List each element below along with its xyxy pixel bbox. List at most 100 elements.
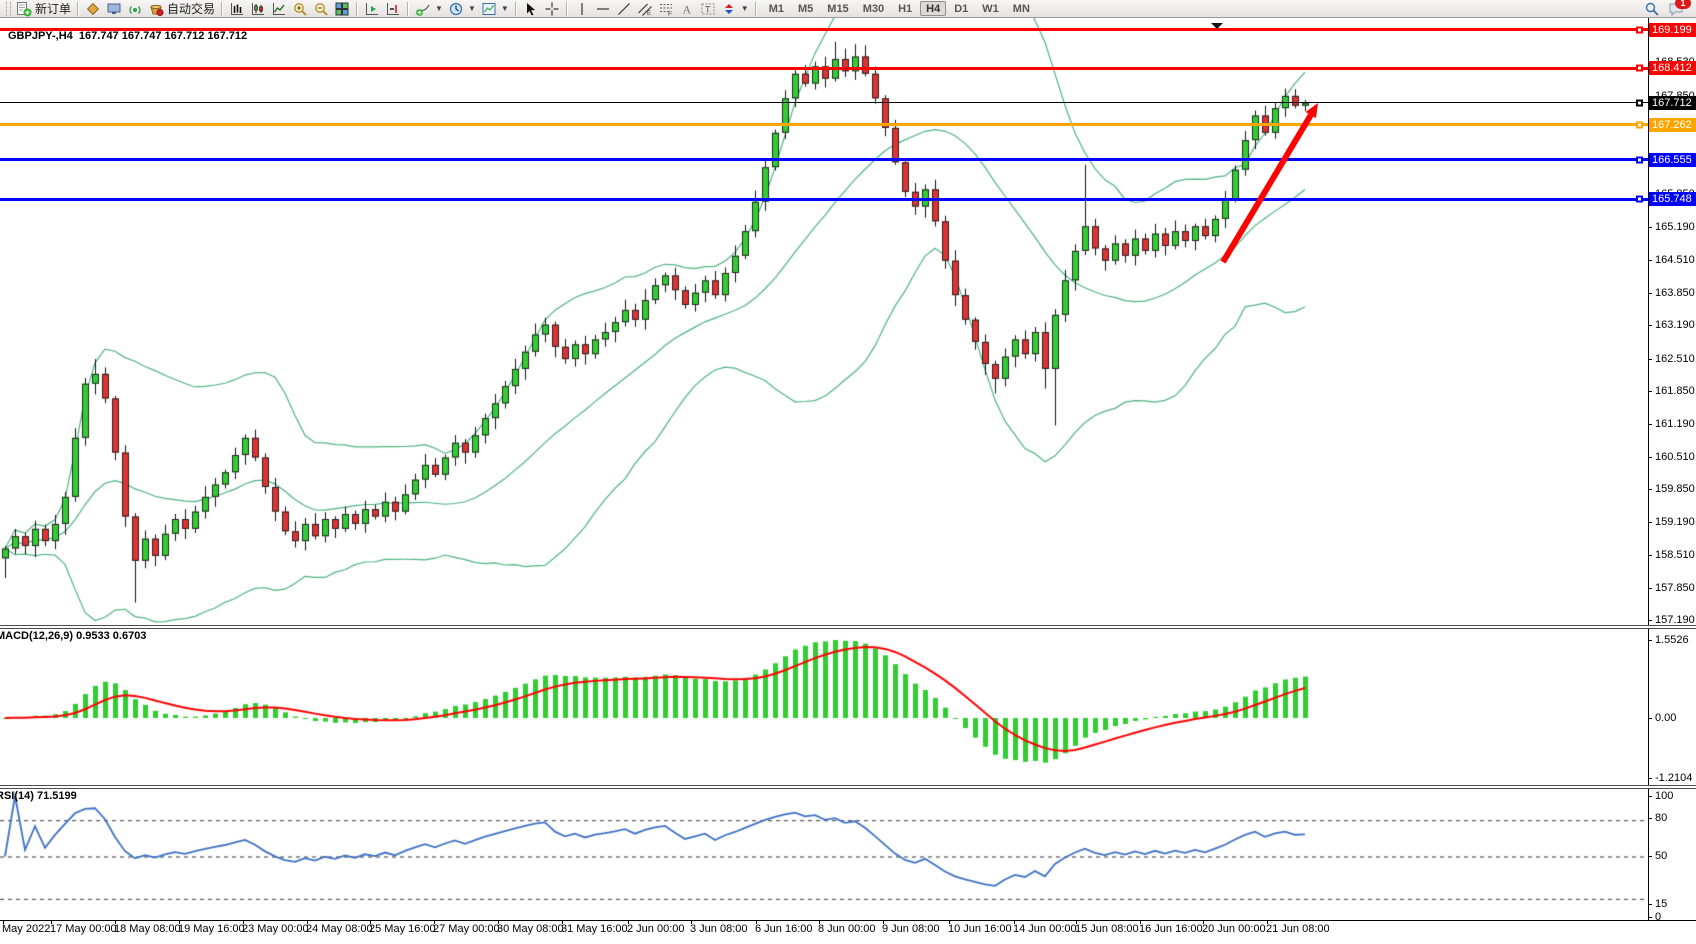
time-tick xyxy=(498,920,499,924)
horizontal-line-button[interactable] xyxy=(593,0,613,17)
auto-scroll-icon xyxy=(366,2,379,15)
panel-separator-macd[interactable] xyxy=(0,625,1696,629)
time-tick-label: 8 Jun 00:00 xyxy=(818,923,876,935)
tile-windows-button[interactable] xyxy=(332,0,352,17)
rsi-panel-canvas[interactable] xyxy=(0,789,1648,920)
toolbar-separator xyxy=(221,1,224,16)
auto-trading-button[interactable]: 自动交易 xyxy=(146,0,217,17)
timeframe-M30[interactable]: M30 xyxy=(857,1,890,16)
time-tick-label: 9 Jun 08:00 xyxy=(882,923,940,935)
hline-anchor[interactable] xyxy=(1636,121,1643,129)
time-tick xyxy=(434,920,435,924)
hline-anchor[interactable] xyxy=(1636,195,1643,203)
macd-label: MACD(12,26,9) 0.9533 0.6703 xyxy=(0,630,147,642)
price-tick-label-tick xyxy=(1648,358,1652,360)
toolbar-separator xyxy=(565,1,568,16)
hline-anchor[interactable] xyxy=(1636,156,1643,164)
zoom-in-button[interactable] xyxy=(290,0,310,17)
timeframe-H4[interactable]: H4 xyxy=(920,1,947,16)
main-chart-canvas[interactable] xyxy=(0,18,1648,626)
price-level-label-167.262: 167.262 xyxy=(1649,117,1696,132)
price-tick-label: 157.850 xyxy=(1655,581,1695,594)
price-tick-label: 159.850 xyxy=(1655,483,1695,496)
hline-anchor[interactable] xyxy=(1636,26,1643,33)
periods-button[interactable]: ▼ xyxy=(446,0,478,17)
time-axis-line[interactable] xyxy=(0,920,1696,921)
hline-165.748[interactable] xyxy=(0,195,1648,203)
time-tick xyxy=(307,920,308,924)
chart-shift-button[interactable] xyxy=(383,0,403,17)
hline-anchor[interactable] xyxy=(1636,99,1643,107)
macd-tick-label: 1.5526 xyxy=(1655,634,1689,646)
terminal-button[interactable] xyxy=(104,0,124,17)
time-tick-label: 6 Jun 16:00 xyxy=(755,923,813,935)
text-label-button[interactable]: T xyxy=(698,0,718,17)
timeframe-M15[interactable]: M15 xyxy=(821,1,854,16)
text-button[interactable]: A xyxy=(677,0,697,17)
new-order-button[interactable]: 新订单 xyxy=(14,0,73,17)
toolbar-grip xyxy=(6,1,11,16)
hline-167.262[interactable] xyxy=(0,121,1648,129)
candlestick-chart-button[interactable] xyxy=(248,0,268,17)
timeframe-H1[interactable]: H1 xyxy=(892,1,918,16)
timeframe-M5[interactable]: M5 xyxy=(792,1,819,16)
notifications-button[interactable]: 1 xyxy=(1668,0,1691,17)
panel-separator-rsi[interactable] xyxy=(0,785,1696,789)
time-tick-label: 15 Jun 08:00 xyxy=(1075,923,1139,935)
hline-168.412[interactable] xyxy=(0,64,1648,72)
market-watch-button[interactable] xyxy=(83,0,103,17)
rsi-tick-label-tick xyxy=(1648,904,1652,905)
cursor-button[interactable] xyxy=(521,0,541,17)
price-tick-label-tick xyxy=(1648,260,1652,262)
indicators-button[interactable]: ▼ xyxy=(413,0,445,17)
rsi-tick-label: 15 xyxy=(1655,898,1668,910)
new-order-label: 新订单 xyxy=(35,2,72,16)
zoom-out-icon xyxy=(315,2,328,16)
toolbar-separator xyxy=(754,1,757,16)
templates-button[interactable]: ▼ xyxy=(479,0,511,17)
hline-167.712[interactable] xyxy=(0,99,1648,107)
cursor-icon xyxy=(526,2,535,15)
crosshair-button[interactable] xyxy=(542,0,562,17)
time-tick xyxy=(949,920,950,924)
svg-text:F: F xyxy=(668,10,672,17)
time-tick xyxy=(1267,920,1268,924)
timeframe-W1[interactable]: W1 xyxy=(976,1,1005,16)
timeframe-D1[interactable]: D1 xyxy=(948,1,974,16)
price-tick-label: 157.190 xyxy=(1655,614,1695,627)
time-tick xyxy=(883,920,884,924)
equidistant-channel-icon: E xyxy=(637,3,652,17)
zoom-out-button[interactable] xyxy=(311,0,331,17)
timeframe-MN[interactable]: MN xyxy=(1007,1,1036,16)
signals-button[interactable] xyxy=(125,0,145,17)
price-tick-label-tick xyxy=(1648,521,1652,523)
vertical-line-button[interactable] xyxy=(572,0,592,17)
time-tick-label: 10 Jun 16:00 xyxy=(948,923,1012,935)
toolbar-right: 1 xyxy=(1644,0,1692,17)
fibonacci-button[interactable]: F xyxy=(656,0,676,17)
time-tick-label: 14 Jun 00:00 xyxy=(1013,923,1077,935)
signal-waves-icon xyxy=(129,5,141,14)
trendline-button[interactable] xyxy=(614,0,634,17)
timeframe-M1[interactable]: M1 xyxy=(763,1,790,16)
arrows-button[interactable]: ▼ xyxy=(719,0,751,17)
price-tick-label-tick xyxy=(1648,587,1652,589)
price-tick-label: 158.510 xyxy=(1655,549,1695,562)
search-icon[interactable] xyxy=(1644,1,1660,17)
bar-chart-button[interactable] xyxy=(227,0,247,17)
price-axis-line[interactable] xyxy=(1648,18,1649,920)
toolbar: 新订单 自动交易 xyxy=(0,0,1696,18)
equidistant-channel-button[interactable]: E xyxy=(635,0,655,17)
macd-panel-canvas[interactable] xyxy=(0,629,1648,785)
time-tick-label: 24 May 08:00 xyxy=(306,923,373,935)
candlestick-chart-icon xyxy=(252,2,265,15)
template-icon xyxy=(482,2,496,15)
hline-anchor[interactable] xyxy=(1636,64,1643,72)
svg-text:T: T xyxy=(705,4,711,14)
toolbar-separator xyxy=(514,1,517,16)
hline-166.555[interactable] xyxy=(0,156,1648,164)
hline-169.199[interactable] xyxy=(0,26,1648,33)
auto-scroll-button[interactable] xyxy=(362,0,382,17)
chevron-down-icon: ▼ xyxy=(435,4,443,13)
line-chart-button[interactable] xyxy=(269,0,289,17)
